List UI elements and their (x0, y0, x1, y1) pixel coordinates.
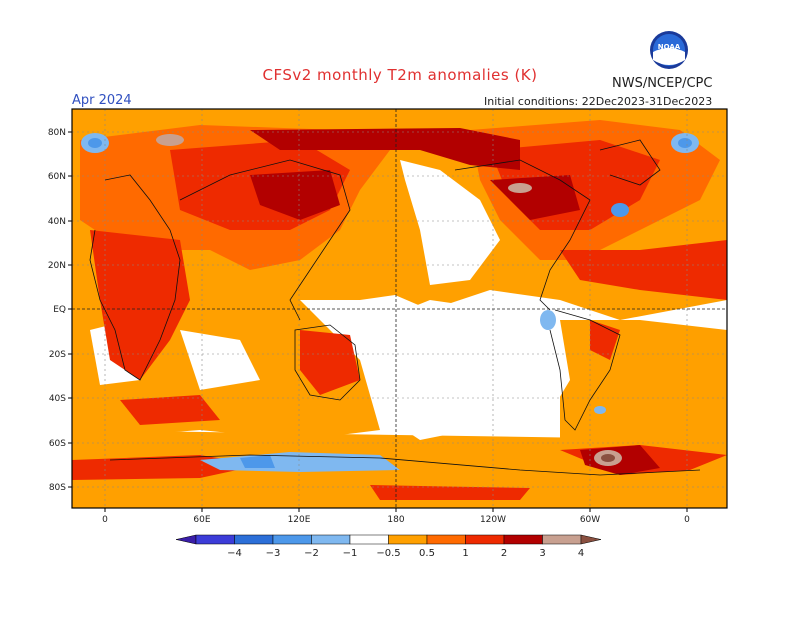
legend-label: −3 (265, 548, 281, 559)
lon-label: 120E (288, 515, 311, 525)
lat-label: 80S (49, 483, 66, 493)
legend-swatch (234, 534, 274, 545)
graticule (72, 109, 727, 508)
legend-swatch (349, 534, 389, 545)
legend-label: −4 (227, 548, 242, 559)
latitude-labels: 80N 60N 40N 20N EQ 20S 40S 60S 80S (48, 128, 66, 493)
lon-label: 180 (387, 515, 404, 525)
legend-label: −2 (304, 548, 319, 559)
legend-arrow-left (175, 534, 197, 545)
legend-swatch (311, 534, 351, 545)
legend-label: −0.5 (376, 548, 401, 559)
legend-label: 4 (577, 548, 585, 559)
lat-label: EQ (53, 305, 66, 315)
lon-label: 0 (684, 515, 690, 525)
reference-lines (72, 109, 727, 508)
lon-label: 60E (193, 515, 210, 525)
chart-title: CFSv2 monthly T2m anomalies (K) (262, 66, 538, 84)
legend-swatch (272, 534, 312, 545)
legend-swatch (388, 534, 428, 545)
legend-swatch (426, 534, 466, 545)
anomaly-field (72, 109, 727, 508)
noaa-logo: NOAA (649, 30, 689, 70)
legend-label: 0.5 (419, 548, 435, 559)
coastlines (89, 139, 701, 476)
legend-swatch (195, 534, 235, 545)
legend-swatch (503, 534, 543, 545)
lat-label: 80N (48, 128, 66, 138)
lat-label: 40S (49, 394, 66, 404)
lat-label: 60S (49, 439, 66, 449)
legend-label: 2 (500, 548, 508, 559)
legend-label: −1 (342, 548, 358, 559)
lon-label: 0 (102, 515, 108, 525)
lon-label: 60W (580, 515, 600, 525)
legend-arrow-right (580, 534, 602, 545)
lat-label: 20N (48, 261, 66, 271)
agency-label: NWS/NCEP/CPC (612, 76, 713, 91)
legend-label: 3 (539, 548, 546, 559)
lon-label: 120W (480, 515, 506, 525)
longitude-labels: 0 60E 120E 180 120W 60W 0 (102, 515, 690, 525)
legend-label: 1 (462, 548, 469, 559)
initial-conditions-label: Initial conditions: 22Dec2023-31Dec2023 (484, 95, 713, 108)
legend-swatch (465, 534, 505, 545)
legend-swatch (542, 534, 582, 545)
lat-label: 20S (49, 350, 66, 360)
lat-label: 40N (48, 217, 66, 227)
color-legend (175, 534, 602, 545)
valid-month-label: Apr 2024 (72, 93, 132, 108)
lat-label: 60N (48, 172, 66, 182)
logo-text: NOAA (658, 43, 681, 51)
